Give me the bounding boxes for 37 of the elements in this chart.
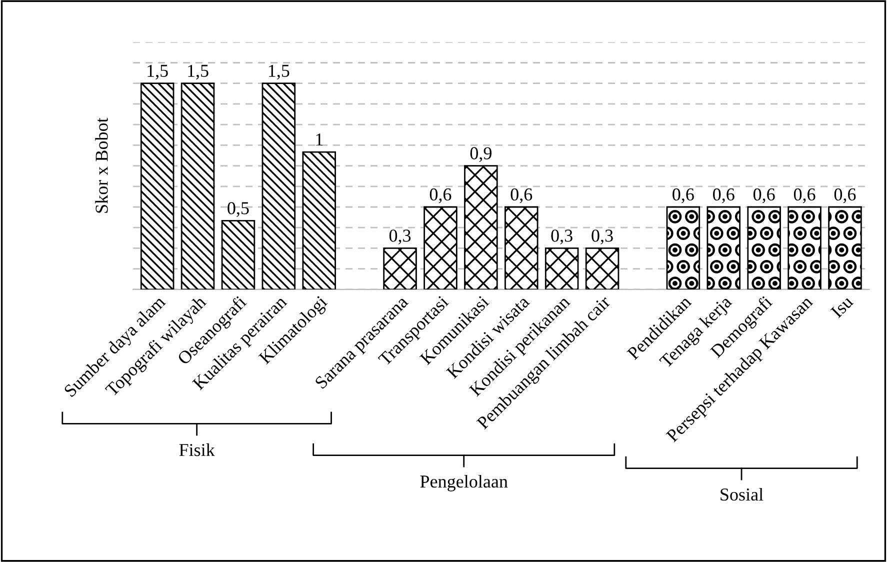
data-label: 0,6	[794, 188, 816, 204]
bar	[262, 82, 296, 290]
data-label: 0,3	[592, 230, 613, 244]
bar	[747, 206, 781, 290]
bar	[464, 165, 498, 290]
data-label: 0,6	[430, 188, 452, 204]
text: Sosial	[720, 488, 764, 501]
data-label: 0,6	[834, 188, 856, 204]
text: Fisik	[179, 443, 215, 456]
bar	[140, 82, 174, 290]
y-axis-title: Skor x Bobot	[95, 118, 108, 213]
data-label: 0,6	[672, 188, 694, 204]
data-label: 1,5	[188, 64, 208, 80]
bar	[666, 206, 700, 290]
data-label: 1,5	[268, 64, 290, 80]
bar	[585, 248, 620, 290]
bar	[828, 206, 862, 290]
data-label: 0,5	[228, 202, 249, 217]
bar	[424, 206, 458, 290]
data-label: 0,3	[551, 230, 572, 244]
bar	[180, 82, 215, 290]
bar	[544, 248, 579, 290]
bar	[302, 151, 336, 290]
bar	[788, 206, 822, 290]
bar	[383, 248, 417, 290]
data-label: 1	[316, 134, 323, 146]
x-tick-label: Isu	[830, 295, 854, 318]
data-label: 0,6	[753, 188, 775, 204]
bar	[504, 206, 538, 290]
data-label: 0,6	[713, 188, 734, 204]
data-label: 0,9	[470, 147, 492, 162]
bar	[706, 206, 741, 290]
data-label: 0,6	[510, 188, 532, 204]
text: Pengelolaan	[420, 474, 508, 492]
data-label: 0,3	[389, 230, 411, 244]
bar	[221, 220, 256, 290]
data-label: 1,5	[148, 64, 168, 80]
